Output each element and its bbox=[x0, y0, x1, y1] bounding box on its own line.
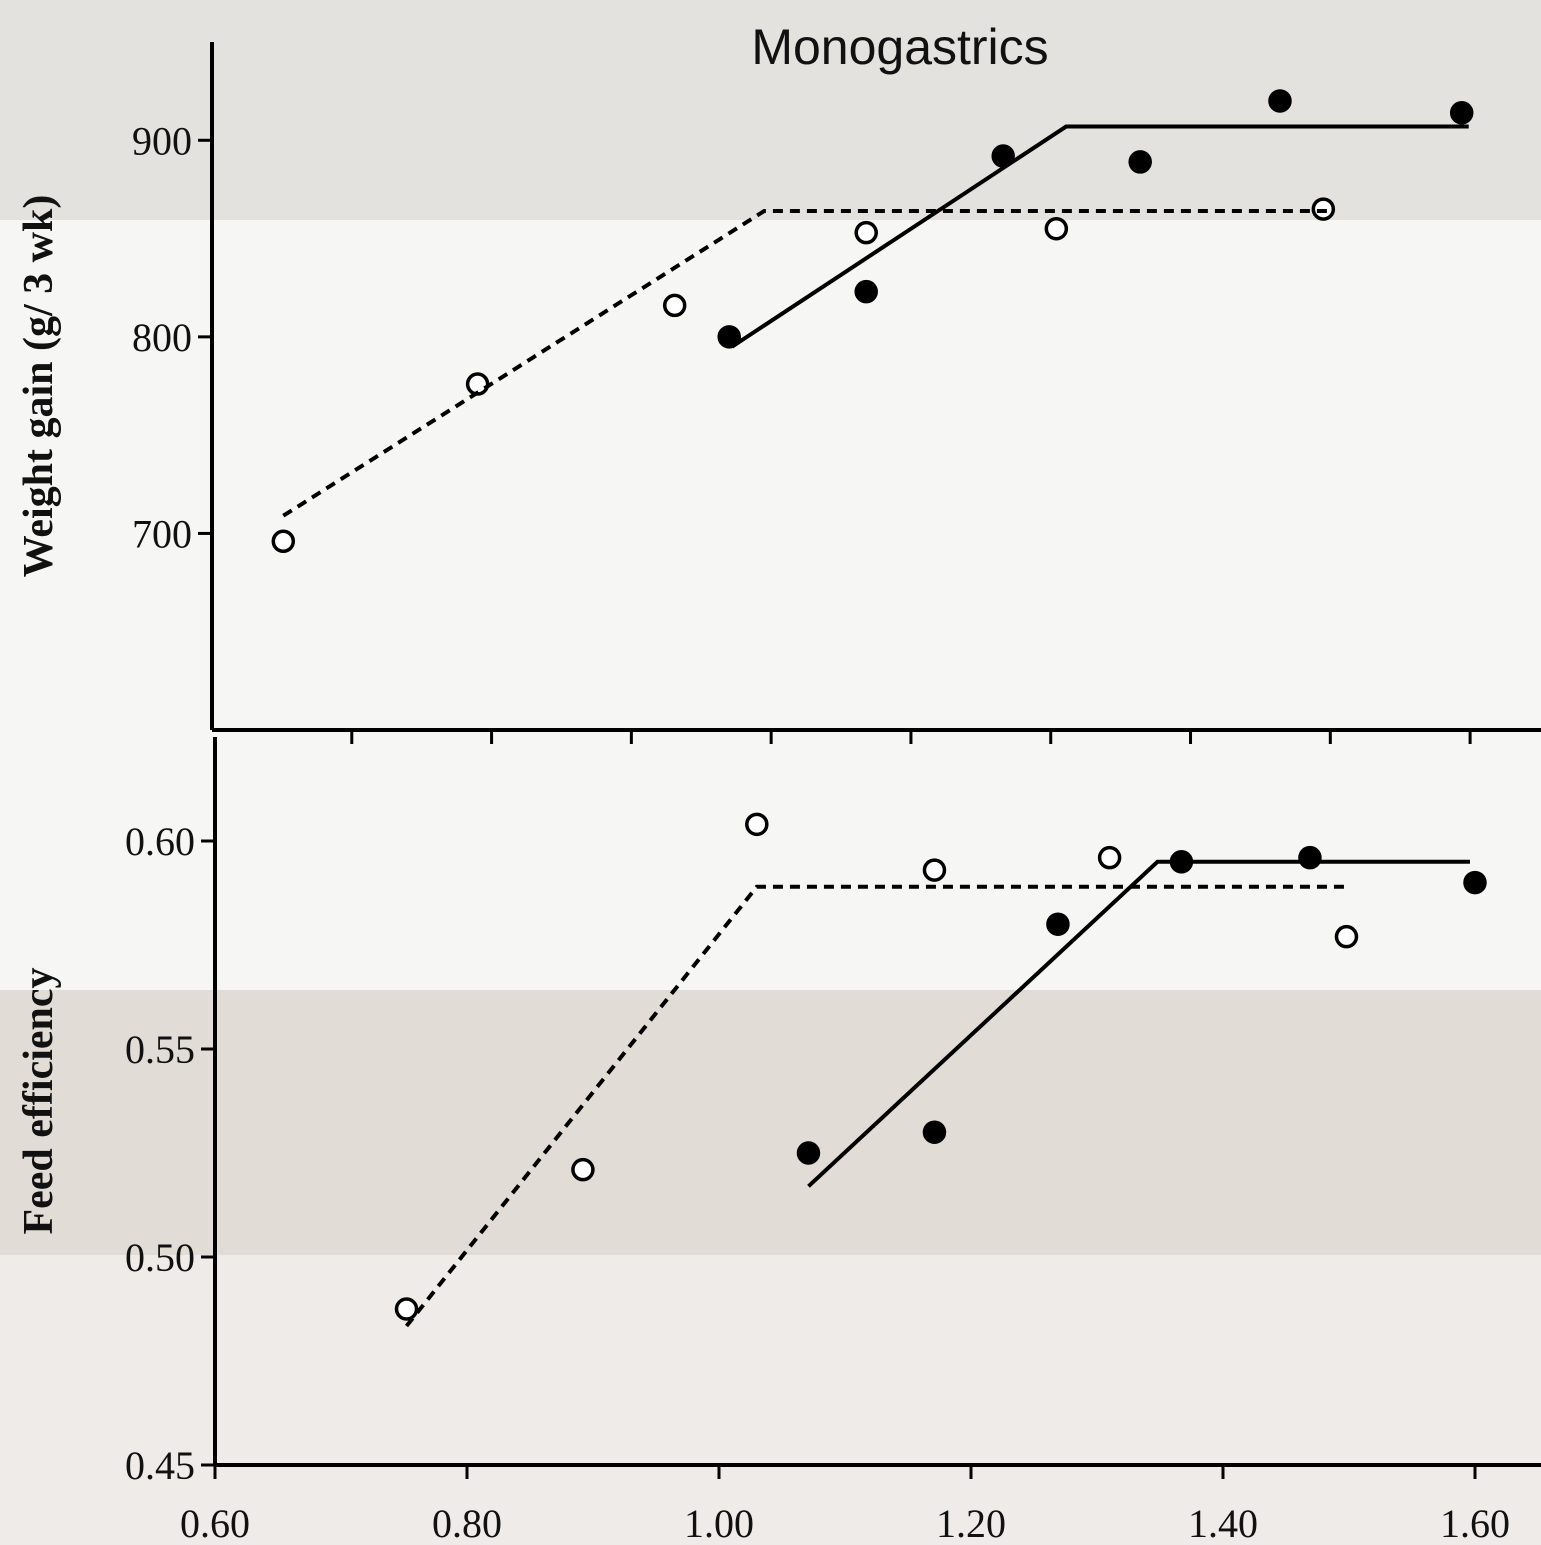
x-tick-label: 1.60 bbox=[1440, 1501, 1510, 1545]
y-tick-label: 700 bbox=[132, 511, 192, 556]
y-tick-label: 0.60 bbox=[125, 819, 195, 864]
filled-point bbox=[798, 1143, 818, 1163]
y-tick-label: 0.45 bbox=[125, 1443, 195, 1488]
open-point bbox=[397, 1299, 417, 1319]
chart: 700 800 900 Monogastrics Weight gain (g/ 3 w… bbox=[0, 0, 1541, 1545]
filled-point bbox=[924, 1122, 944, 1142]
y-tick-label: 800 bbox=[132, 315, 192, 360]
page: 700 800 900 Monogastrics Weight gain (g/ 3 w… bbox=[0, 0, 1541, 1545]
filled-point bbox=[1452, 103, 1472, 123]
filled-point bbox=[1130, 152, 1150, 172]
filled-point bbox=[1300, 848, 1320, 868]
filled-point bbox=[1270, 91, 1290, 111]
x-tick-label: 0.80 bbox=[432, 1501, 502, 1545]
filled-point bbox=[1465, 873, 1485, 893]
chart-title: Monogastrics bbox=[751, 19, 1048, 75]
open-point bbox=[1100, 848, 1120, 868]
open-point bbox=[573, 1160, 593, 1180]
open-point bbox=[1046, 219, 1066, 239]
y-axis-label: Feed efficiency bbox=[16, 967, 62, 1234]
open-point bbox=[1336, 927, 1356, 947]
y-tick-label: 900 bbox=[132, 118, 192, 163]
x-tick-label: 1.20 bbox=[936, 1501, 1006, 1545]
y-tick-label: 0.55 bbox=[125, 1027, 195, 1072]
filled-point bbox=[1048, 914, 1068, 934]
open-point bbox=[856, 223, 876, 243]
background-band bbox=[0, 220, 1541, 990]
filled-point bbox=[856, 282, 876, 302]
open-point bbox=[273, 531, 293, 551]
open-point bbox=[665, 295, 685, 315]
open-point bbox=[924, 860, 944, 880]
y-axis-label: Weight gain (g/ 3 wk) bbox=[16, 195, 62, 578]
x-tick-label: 1.00 bbox=[684, 1501, 754, 1545]
x-tick-label: 1.40 bbox=[1188, 1501, 1258, 1545]
open-point bbox=[747, 814, 767, 834]
background-band bbox=[0, 990, 1541, 1255]
y-tick-label: 0.50 bbox=[125, 1235, 195, 1280]
x-tick-label: 0.60 bbox=[180, 1501, 250, 1545]
